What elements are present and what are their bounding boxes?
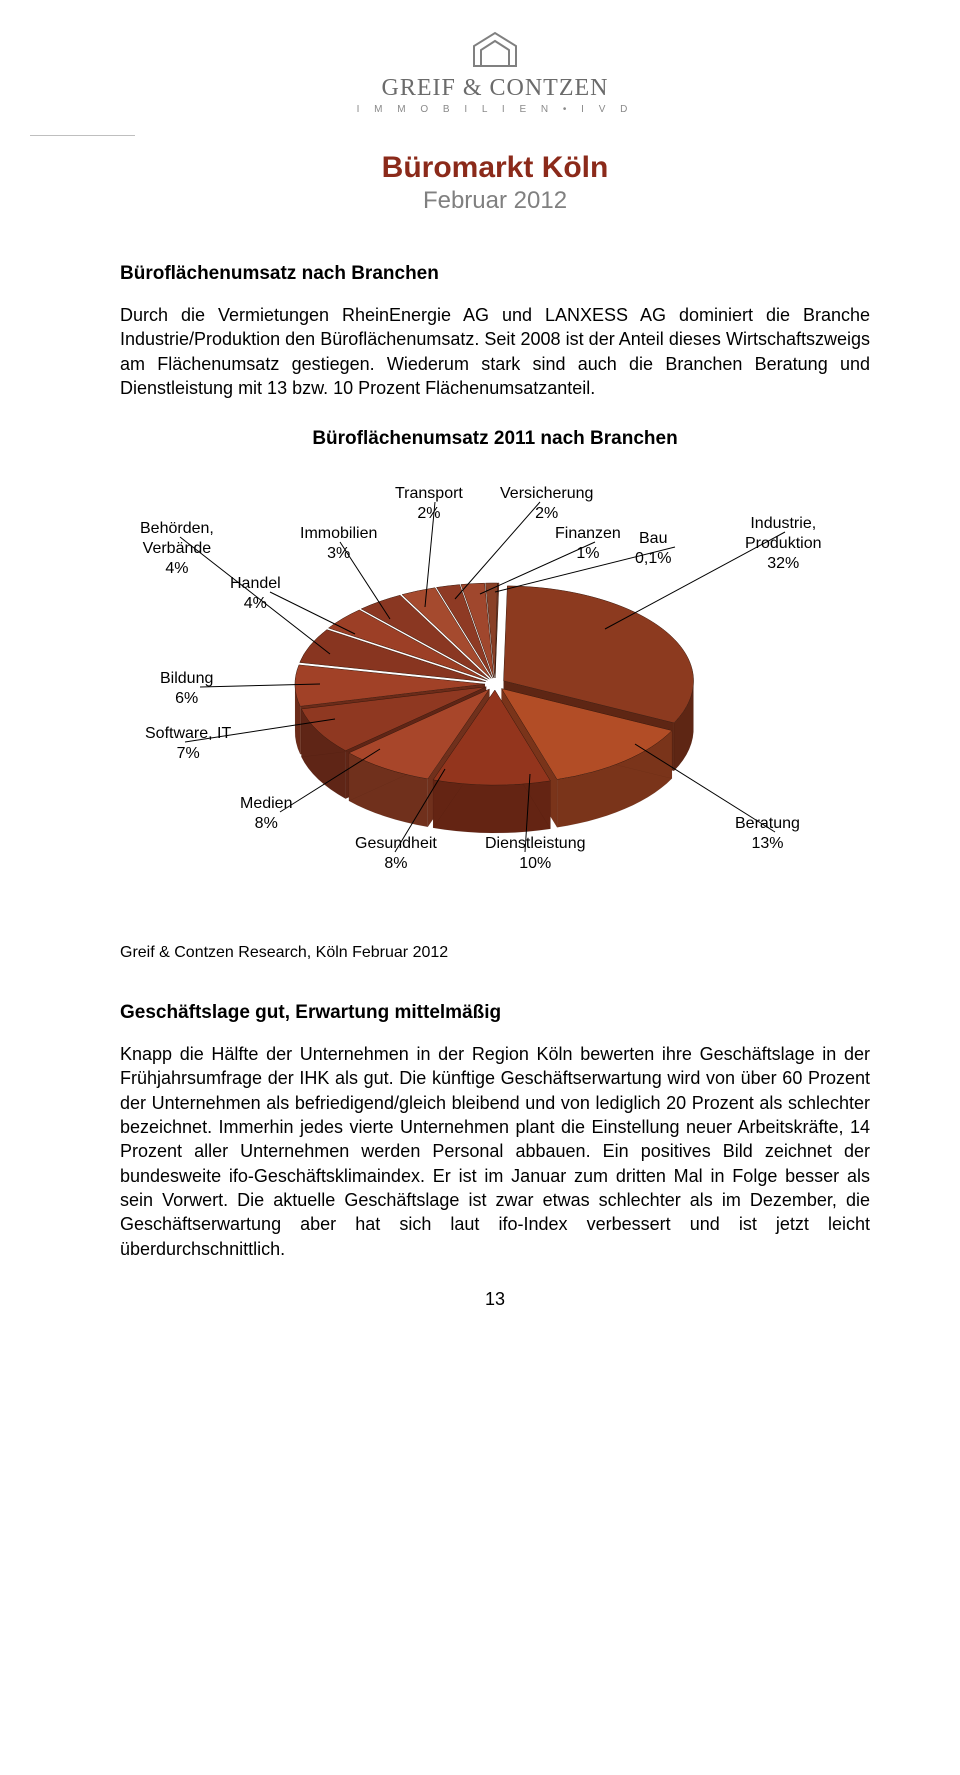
chart-slice-label: Software, IT 7% bbox=[145, 724, 231, 764]
chart-slice-label: Bau 0,1% bbox=[635, 529, 671, 569]
chart-slice-label: Versicherung 2% bbox=[500, 484, 593, 524]
chart-slice-label: Finanzen 1% bbox=[555, 524, 621, 564]
chart-slice-label: Transport 2% bbox=[395, 484, 463, 524]
pie-chart-block: Büroflächenumsatz 2011 nach Branchen Ind… bbox=[120, 428, 870, 904]
section2-heading: Geschäftslage gut, Erwartung mittelmäßig bbox=[120, 1002, 870, 1024]
chart-slice-label: Medien 8% bbox=[240, 794, 292, 834]
chart-slice-label: Immobilien 3% bbox=[300, 524, 377, 564]
page: GREIF & CONTZEN I M M O B I L I E N • I … bbox=[0, 0, 960, 1350]
logo-name: GREIF & CONTZEN bbox=[120, 75, 870, 102]
section1-heading: Büroflächenumsatz nach Branchen bbox=[120, 263, 870, 285]
section1-body: Durch die Vermietungen RheinEnergie AG u… bbox=[120, 303, 870, 400]
chart-slice-label: Handel 4% bbox=[230, 574, 281, 614]
left-rule bbox=[30, 135, 135, 136]
title-date: Februar 2012 bbox=[120, 187, 870, 215]
chart-slice-label: Gesundheit 8% bbox=[355, 834, 437, 874]
document-title: Büromarkt Köln Februar 2012 bbox=[120, 151, 870, 215]
chart-slice-label: Beratung 13% bbox=[735, 814, 800, 854]
logo-block: GREIF & CONTZEN I M M O B I L I E N • I … bbox=[120, 30, 870, 115]
chart-slice-label: Dienstleistung 10% bbox=[485, 834, 586, 874]
section2-body: Knapp die Hälfte der Unternehmen in der … bbox=[120, 1042, 870, 1261]
chart-slice-label: Behörden, Verbände 4% bbox=[140, 519, 214, 579]
chart-slice-label: Industrie, Produktion 32% bbox=[745, 514, 822, 574]
chart-source-note: Greif & Contzen Research, Köln Februar 2… bbox=[120, 944, 870, 962]
chart-area: Industrie, Produktion 32% Beratung 13% Die… bbox=[125, 474, 865, 904]
logo-house-icon bbox=[468, 30, 522, 70]
page-number: 13 bbox=[120, 1289, 870, 1310]
chart-title: Büroflächenumsatz 2011 nach Branchen bbox=[120, 428, 870, 450]
chart-slice-label: Bildung 6% bbox=[160, 669, 213, 709]
logo-subtitle: I M M O B I L I E N • I V D bbox=[120, 104, 870, 115]
title-main: Büromarkt Köln bbox=[120, 151, 870, 185]
